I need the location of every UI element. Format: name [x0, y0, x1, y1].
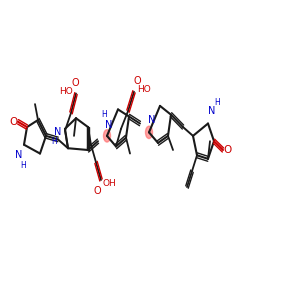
Text: N: N	[105, 120, 113, 130]
Circle shape	[146, 126, 152, 139]
Text: OH: OH	[102, 179, 116, 188]
Text: O: O	[224, 145, 232, 155]
Text: O: O	[133, 76, 141, 86]
Text: N: N	[208, 106, 216, 116]
Circle shape	[103, 130, 110, 142]
Text: H: H	[51, 137, 57, 146]
Text: O: O	[93, 186, 101, 196]
Text: HO: HO	[59, 87, 73, 96]
Text: H: H	[20, 161, 26, 170]
Text: N: N	[148, 115, 156, 125]
Text: N: N	[54, 128, 62, 137]
Text: HO: HO	[137, 85, 151, 94]
Text: O: O	[9, 117, 17, 127]
Text: H: H	[101, 110, 107, 119]
Text: O: O	[71, 78, 79, 88]
Text: H: H	[214, 98, 220, 107]
Text: N: N	[15, 150, 23, 160]
